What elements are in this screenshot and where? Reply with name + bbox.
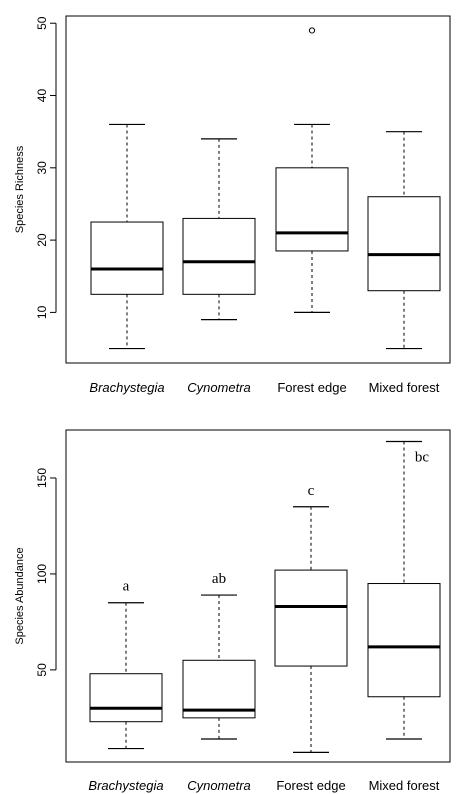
y-tick-label: 50 <box>35 16 49 30</box>
iqr-box <box>275 167 349 252</box>
boxplot-panel-2: 50 100 150 Species Abundance a Brachystegia ab… <box>14 429 451 793</box>
x-category-label: Mixed forest <box>369 778 440 793</box>
significance-letter: a <box>123 579 130 595</box>
box-cynometra: ab <box>182 571 256 740</box>
x-category-label: Brachystegia <box>89 380 164 395</box>
y-tick-label: 30 <box>35 161 49 175</box>
iqr-box <box>89 673 163 723</box>
significance-letter: bc <box>415 450 430 466</box>
box-mixed-forest <box>367 131 441 350</box>
significance-letter: ab <box>212 571 226 587</box>
iqr-box <box>274 569 348 667</box>
box-brachystegia <box>90 123 164 350</box>
iqr-box <box>367 583 441 698</box>
x-category-label: Mixed forest <box>369 380 440 395</box>
x-category-label: Forest edge <box>276 778 345 793</box>
plot-frame <box>65 15 451 364</box>
y-tick-label: 10 <box>35 305 49 319</box>
y-tick-label: 100 <box>35 564 49 584</box>
box-brachystegia: a <box>89 579 163 750</box>
box-forest-edge <box>275 27 349 313</box>
iqr-box <box>182 217 256 295</box>
y-tick-label: 40 <box>35 89 49 103</box>
x-category-label: Cynometra <box>187 778 251 793</box>
y-tick-label: 20 <box>35 233 49 247</box>
y-tick-label: 50 <box>35 663 49 677</box>
y-axis-title: Species Richness <box>14 145 26 233</box>
y-axis-title: Species Abundance <box>14 547 26 644</box>
boxplot-panel-1: 10 20 30 40 50 Species Richness Brachystegia Cy… <box>14 15 451 395</box>
box-mixed-forest: bc <box>367 440 441 740</box>
iqr-box <box>367 196 441 292</box>
iqr-box <box>90 221 164 295</box>
outlier-point <box>308 27 316 34</box>
significance-letter: c <box>308 483 315 499</box>
plot-frame <box>65 429 451 763</box>
x-category-label: Forest edge <box>277 380 346 395</box>
x-category-label: Cynometra <box>187 380 251 395</box>
box-cynometra <box>182 138 256 321</box>
iqr-box <box>182 659 256 719</box>
x-category-label: Brachystegia <box>88 778 163 793</box>
box-forest-edge: c <box>274 483 348 754</box>
y-tick-label: 150 <box>35 468 49 488</box>
